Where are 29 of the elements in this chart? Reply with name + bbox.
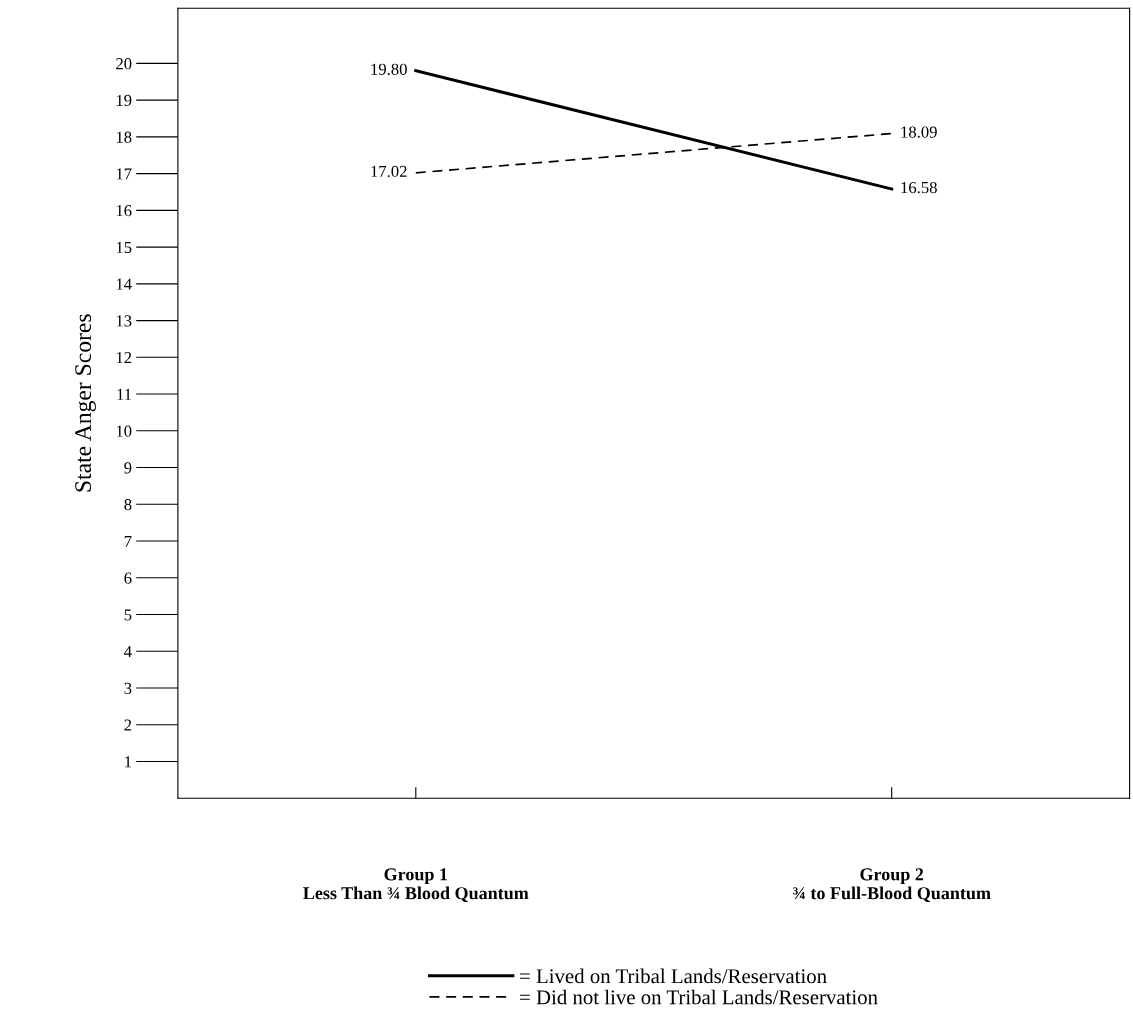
y-axis-title: State Anger Scores (75, 314, 96, 492)
y-tick-label: 14 (116, 278, 132, 290)
y-tick-label: 12 (116, 352, 132, 364)
data-label: 17.02 (371, 165, 407, 178)
y-tick-label: 6 (124, 572, 132, 584)
y-tick-label: 8 (124, 498, 132, 511)
y-tick-label: 2 (124, 719, 132, 731)
y-tick-label: 5 (124, 609, 132, 621)
data-label: 18.09 (901, 126, 937, 138)
data-label: 19.80 (371, 63, 407, 75)
data-label: 16.58 (901, 181, 937, 194)
y-tick-label: 1 (125, 756, 132, 768)
y-tick-label: 4 (124, 646, 132, 658)
y-tick-label: 16 (116, 205, 132, 217)
y-tick-label: 15 (116, 241, 132, 254)
legend-label: = Did not live on Tribal Lands/Reservation (520, 989, 878, 1005)
x-tick-label: Group 2 ¾ to Full-Blood Quantum (793, 868, 991, 903)
y-tick-label: 20 (116, 58, 132, 70)
y-tick-label: 19 (116, 94, 132, 107)
y-tick-label: 3 (124, 682, 132, 694)
y-tick-label: 17 (116, 168, 132, 180)
y-tick-label: 7 (124, 535, 132, 547)
y-tick-label: 13 (116, 315, 132, 327)
y-tick-label: 9 (124, 462, 132, 474)
legend-label: = Lived on Tribal Lands/Reservation (520, 968, 827, 984)
x-tick-label: Group 1 Less Than ¾ Blood Quantum (303, 868, 529, 903)
y-tick-label: 10 (116, 425, 132, 437)
y-tick-label: 11 (117, 388, 132, 400)
y-tick-label: 18 (116, 131, 132, 143)
